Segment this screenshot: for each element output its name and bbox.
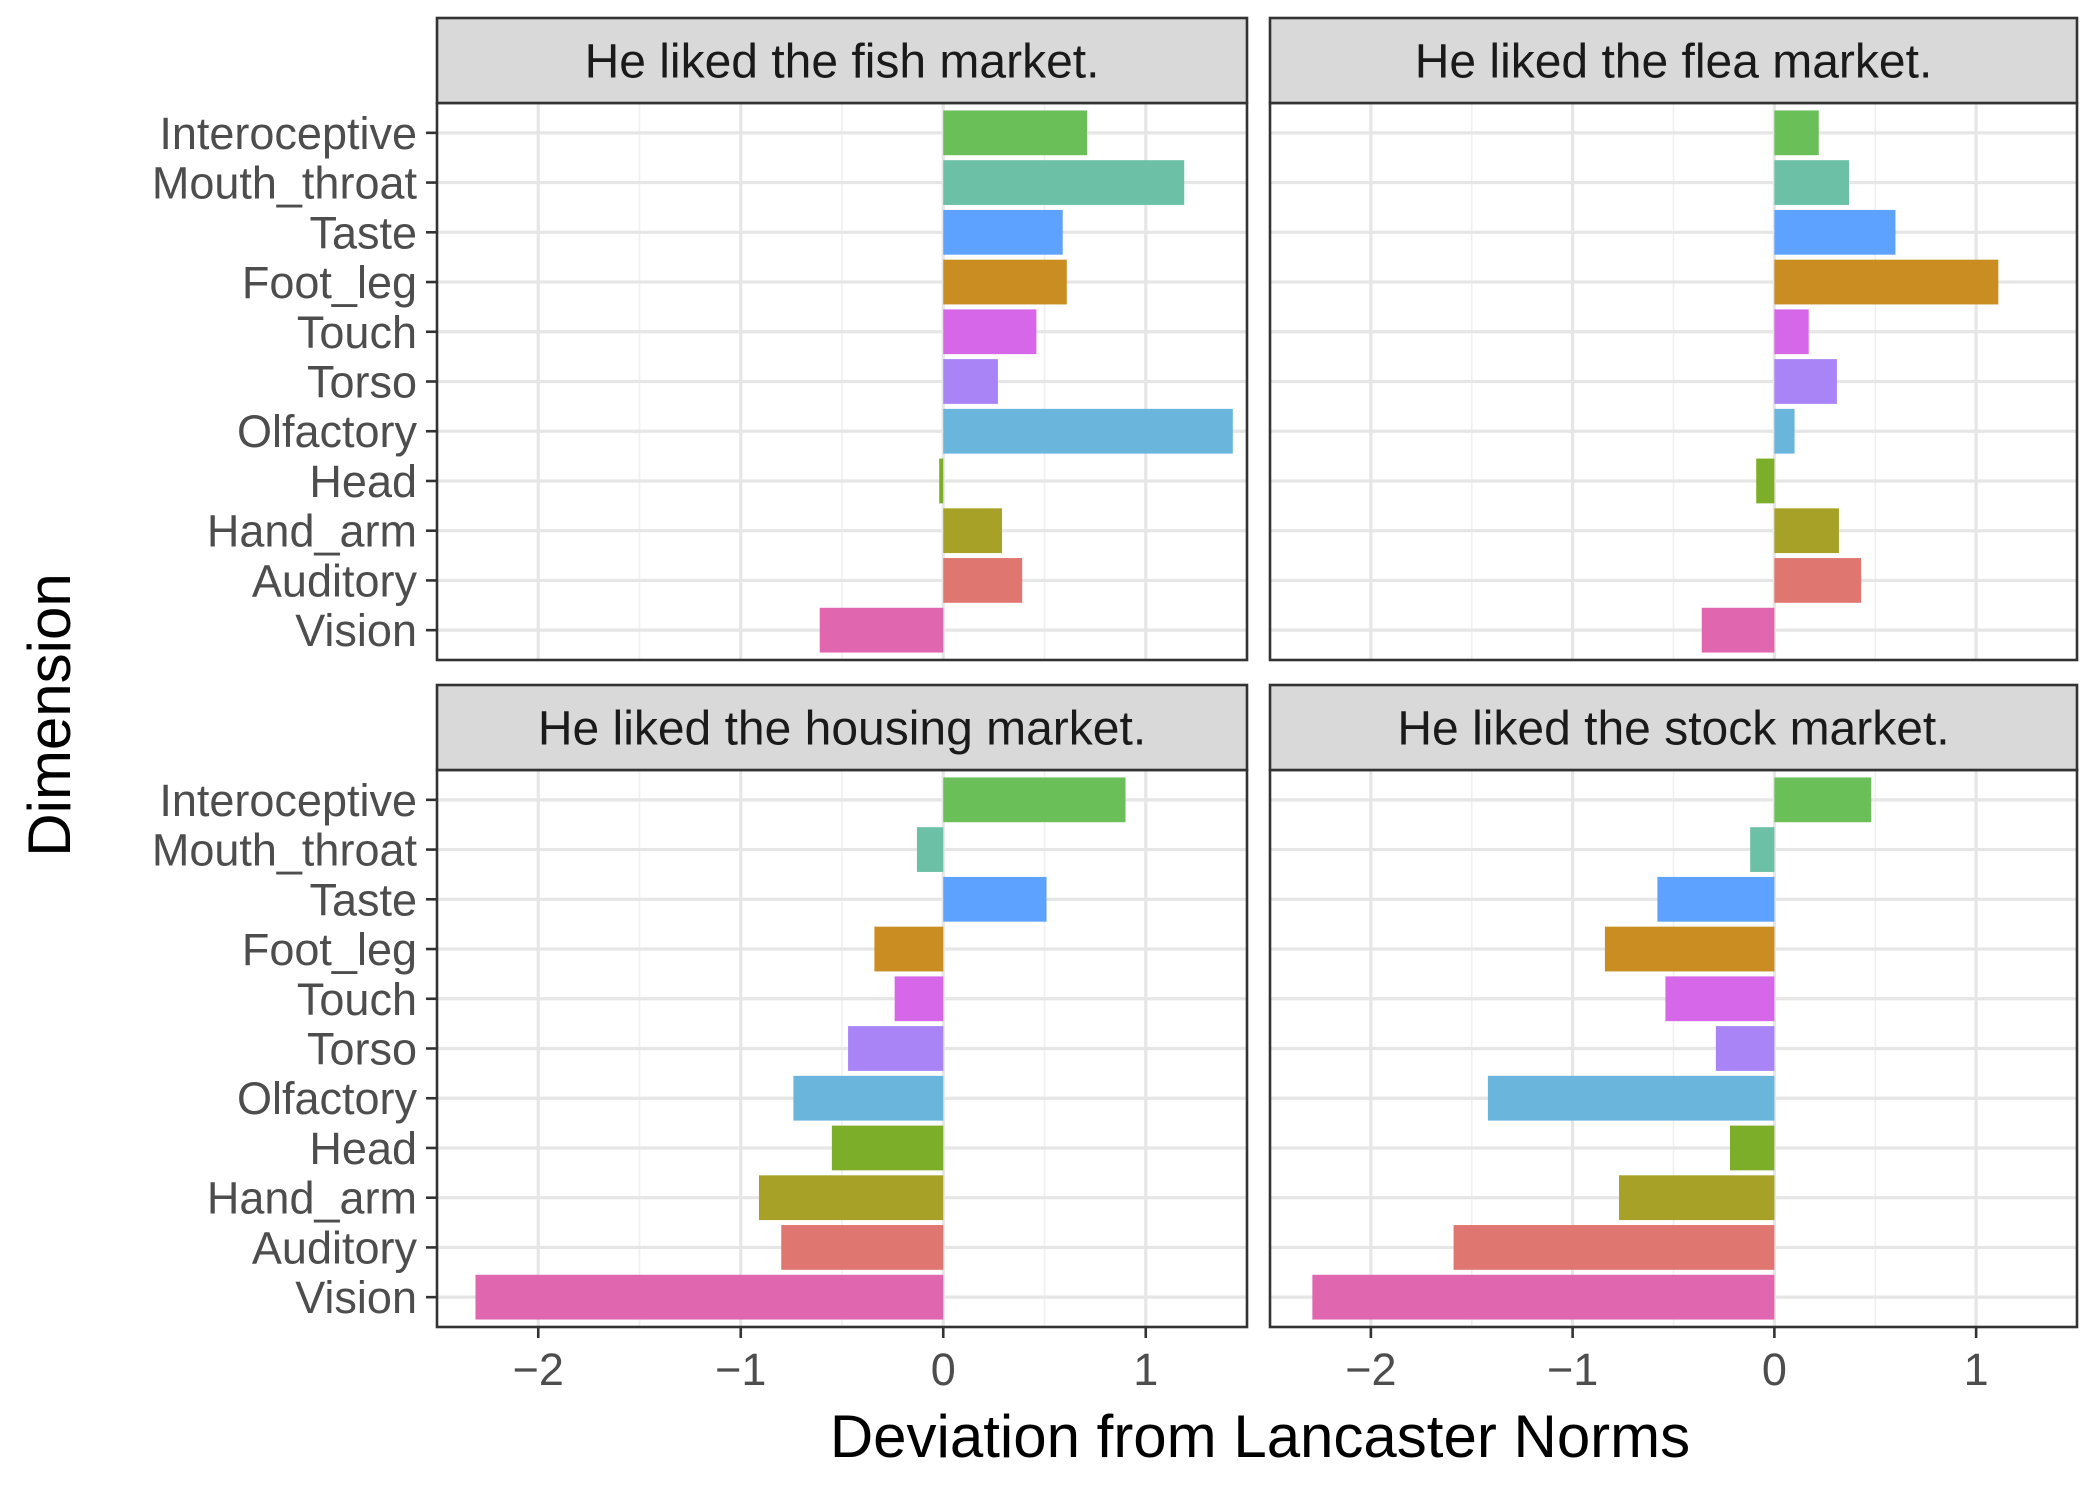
facet-title: He liked the housing market. [538, 703, 1146, 756]
y-tick-labels: InteroceptiveMouth_throatTasteFoot_legTo… [152, 108, 437, 1323]
bar-foot-leg [874, 926, 944, 972]
bar-touch [1665, 976, 1775, 1022]
bar-olfactory [1774, 408, 1795, 454]
y-tick-label: Taste [309, 207, 417, 258]
y-tick-label: Olfactory [237, 1073, 418, 1124]
bar-vision [475, 1274, 944, 1320]
bar-mouth-throat [916, 827, 944, 872]
bar-auditory [1774, 558, 1862, 603]
bar-taste [943, 209, 1063, 255]
bar-auditory [781, 1225, 944, 1270]
y-axis-title: Dimension [16, 573, 83, 856]
x-tick-label: −1 [715, 1344, 766, 1395]
y-tick-label: Taste [309, 874, 417, 925]
bar-hand-arm [758, 1175, 944, 1221]
bar-torso [848, 1026, 944, 1071]
x-tick-label: −2 [1345, 1344, 1396, 1395]
bar-taste [1657, 876, 1775, 922]
bar-auditory [1453, 1225, 1775, 1270]
y-tick-label: Interoceptive [159, 108, 417, 159]
panel: He liked the stock market. [1268, 683, 2079, 1329]
y-tick-label: Head [309, 456, 417, 507]
bar-taste [943, 876, 1047, 922]
x-tick-label: 0 [1762, 1344, 1787, 1395]
y-tick-label: Hand_arm [207, 506, 417, 557]
bar-auditory [943, 558, 1023, 603]
bar-torso [1774, 359, 1837, 404]
y-tick-label: Auditory [252, 555, 418, 606]
panel: He liked the housing market. [435, 683, 1249, 1329]
x-tick-label: −2 [513, 1344, 564, 1395]
bar-head [831, 1125, 944, 1171]
y-tick-label: Foot_leg [242, 257, 417, 308]
x-tick-labels: −2 −1 0 1 −2 −1 0 1 [513, 1327, 1989, 1395]
bar-head [1756, 458, 1775, 504]
bar-torso [1715, 1026, 1775, 1071]
bar-interoceptive [1774, 777, 1872, 823]
bar-taste [1774, 209, 1896, 255]
panel: He liked the fish market. [435, 16, 1249, 662]
facet-strip [435, 16, 1249, 105]
y-tick-label: Touch [297, 974, 417, 1025]
bar-hand-arm [943, 508, 1002, 554]
facet-strip [1268, 16, 2079, 105]
facet-title: He liked the stock market. [1397, 703, 1949, 756]
bar-foot-leg [1774, 259, 1999, 305]
x-tick-label: 1 [1133, 1344, 1158, 1395]
bar-olfactory [943, 408, 1233, 454]
bar-foot-leg [943, 259, 1067, 305]
bar-mouth-throat [943, 160, 1185, 205]
x-tick-label: 1 [1964, 1344, 1989, 1395]
bar-foot-leg [1604, 926, 1775, 972]
y-tick-label: Hand_arm [207, 1173, 417, 1224]
y-tick-label: Auditory [252, 1222, 418, 1273]
y-tick-label: Torso [307, 357, 417, 408]
x-axis-title: Deviation from Lancaster Norms [830, 1403, 1690, 1470]
x-tick-label: 0 [931, 1344, 956, 1395]
y-tick-label: Torso [307, 1024, 417, 1075]
y-tick-label: Vision [295, 605, 417, 656]
y-tick-label: Mouth_throat [152, 158, 418, 209]
y-tick-label: Touch [297, 307, 417, 358]
bar-hand-arm [1619, 1175, 1775, 1221]
facet-title: He liked the flea market. [1415, 36, 1933, 89]
bar-touch [894, 976, 944, 1022]
bar-olfactory [793, 1075, 944, 1121]
panels-layer: He liked the fish market. He liked the fl… [435, 16, 2079, 1329]
bar-mouth-throat [1750, 827, 1775, 872]
y-tick-label: Head [309, 1123, 417, 1174]
bar-touch [943, 309, 1037, 355]
y-tick-label: Vision [295, 1272, 417, 1323]
bar-vision [819, 607, 944, 653]
y-tick-label: Foot_leg [242, 924, 417, 975]
panel: He liked the flea market. [1268, 16, 2079, 662]
bar-interoceptive [1774, 110, 1819, 156]
y-tick-label: Olfactory [237, 406, 418, 457]
bar-vision [1701, 607, 1775, 653]
bar-hand-arm [1774, 508, 1839, 554]
bar-olfactory [1487, 1075, 1775, 1121]
bar-touch [1774, 309, 1809, 355]
facet-strip [1268, 683, 2079, 772]
y-tick-label: Mouth_throat [152, 825, 418, 876]
bar-head [939, 458, 944, 504]
facet-strip [435, 683, 1249, 772]
bar-vision [1312, 1274, 1775, 1320]
y-tick-label: Interoceptive [159, 775, 417, 826]
bar-head [1729, 1125, 1775, 1171]
bar-torso [943, 359, 998, 404]
bar-interoceptive [943, 110, 1088, 156]
bar-mouth-throat [1774, 160, 1850, 205]
x-tick-label: −1 [1547, 1344, 1598, 1395]
bar-interoceptive [943, 777, 1126, 823]
facet-title: He liked the fish market. [585, 36, 1100, 89]
